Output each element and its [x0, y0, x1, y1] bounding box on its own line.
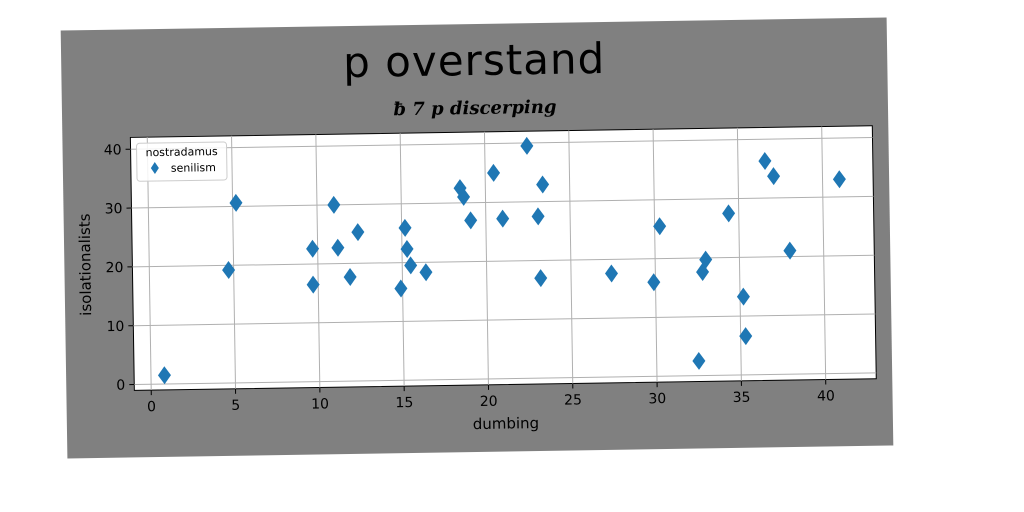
legend-marker [150, 162, 159, 175]
data-point [306, 239, 320, 258]
data-point [605, 264, 618, 283]
data-point [351, 223, 365, 242]
x-gridline [399, 133, 405, 387]
y-tick-label: 20 [105, 260, 123, 276]
y-tick-label: 10 [106, 319, 124, 335]
y-gridline [131, 195, 874, 209]
x-gridline [652, 129, 658, 383]
data-point [832, 170, 846, 189]
data-point [647, 273, 661, 292]
data-point [520, 136, 534, 155]
y-axis-label: isolationalists [76, 213, 96, 316]
data-point [653, 217, 667, 236]
x-gridline [568, 130, 574, 384]
data-point [758, 152, 772, 171]
y-tick-label: 30 [105, 201, 123, 217]
data-point [736, 287, 750, 306]
data-point [487, 163, 501, 182]
data-point [404, 256, 418, 275]
data-point [331, 238, 345, 257]
legend-title: nostradamus [145, 145, 218, 159]
x-tick-label: 5 [231, 398, 240, 414]
data-point [531, 207, 545, 226]
data-point [306, 275, 320, 294]
legend-box [136, 141, 228, 182]
x-tick-label: 35 [733, 390, 751, 406]
y-tick-label: 0 [116, 378, 125, 394]
data-point [222, 261, 236, 280]
data-point [767, 167, 781, 186]
data-point [419, 263, 433, 282]
data-point [343, 267, 357, 286]
x-tick-label: 30 [648, 391, 666, 407]
figure-background: p overstand ƀ 7 p discerping 0 5 10 15 20 25 3… [60, 17, 894, 459]
legend-label: senilism [171, 161, 216, 175]
data-point [394, 279, 408, 298]
data-point [783, 241, 797, 260]
data-point [496, 209, 510, 228]
x-gridline [315, 134, 321, 388]
data-point [157, 366, 171, 385]
x-gridline [231, 135, 237, 389]
x-tick-label: 40 [817, 388, 835, 404]
x-tick-label: 10 [311, 396, 329, 412]
data-point [464, 211, 478, 230]
y-gridline [130, 137, 873, 150]
y-gridline [133, 313, 876, 327]
x-gridline [483, 131, 489, 385]
data-point [696, 263, 710, 282]
data-point [457, 187, 471, 206]
x-gridline [736, 127, 742, 381]
x-tick-label: 15 [395, 395, 413, 411]
x-gridline [821, 126, 827, 380]
data-point [229, 193, 243, 212]
y-gridline [132, 254, 875, 268]
x-tick-label: 20 [480, 394, 498, 410]
scatter-plot: 0 5 10 15 20 25 30 35 40 0 10 20 30 40 dumbing isolatio… [76, 125, 877, 433]
data-point [699, 250, 713, 269]
data-point [536, 175, 550, 194]
y-tick-label: 40 [104, 142, 122, 158]
data-point [400, 240, 414, 259]
data-point [739, 327, 753, 346]
data-point [534, 269, 548, 288]
data-point [398, 218, 412, 237]
x-tick-label: 0 [147, 399, 156, 415]
x-axis-label: dumbing [473, 414, 540, 433]
data-point [722, 204, 736, 223]
y-gridline [134, 372, 877, 386]
data-point [692, 351, 706, 370]
data-point [327, 195, 341, 214]
x-tick-label: 25 [564, 392, 582, 408]
